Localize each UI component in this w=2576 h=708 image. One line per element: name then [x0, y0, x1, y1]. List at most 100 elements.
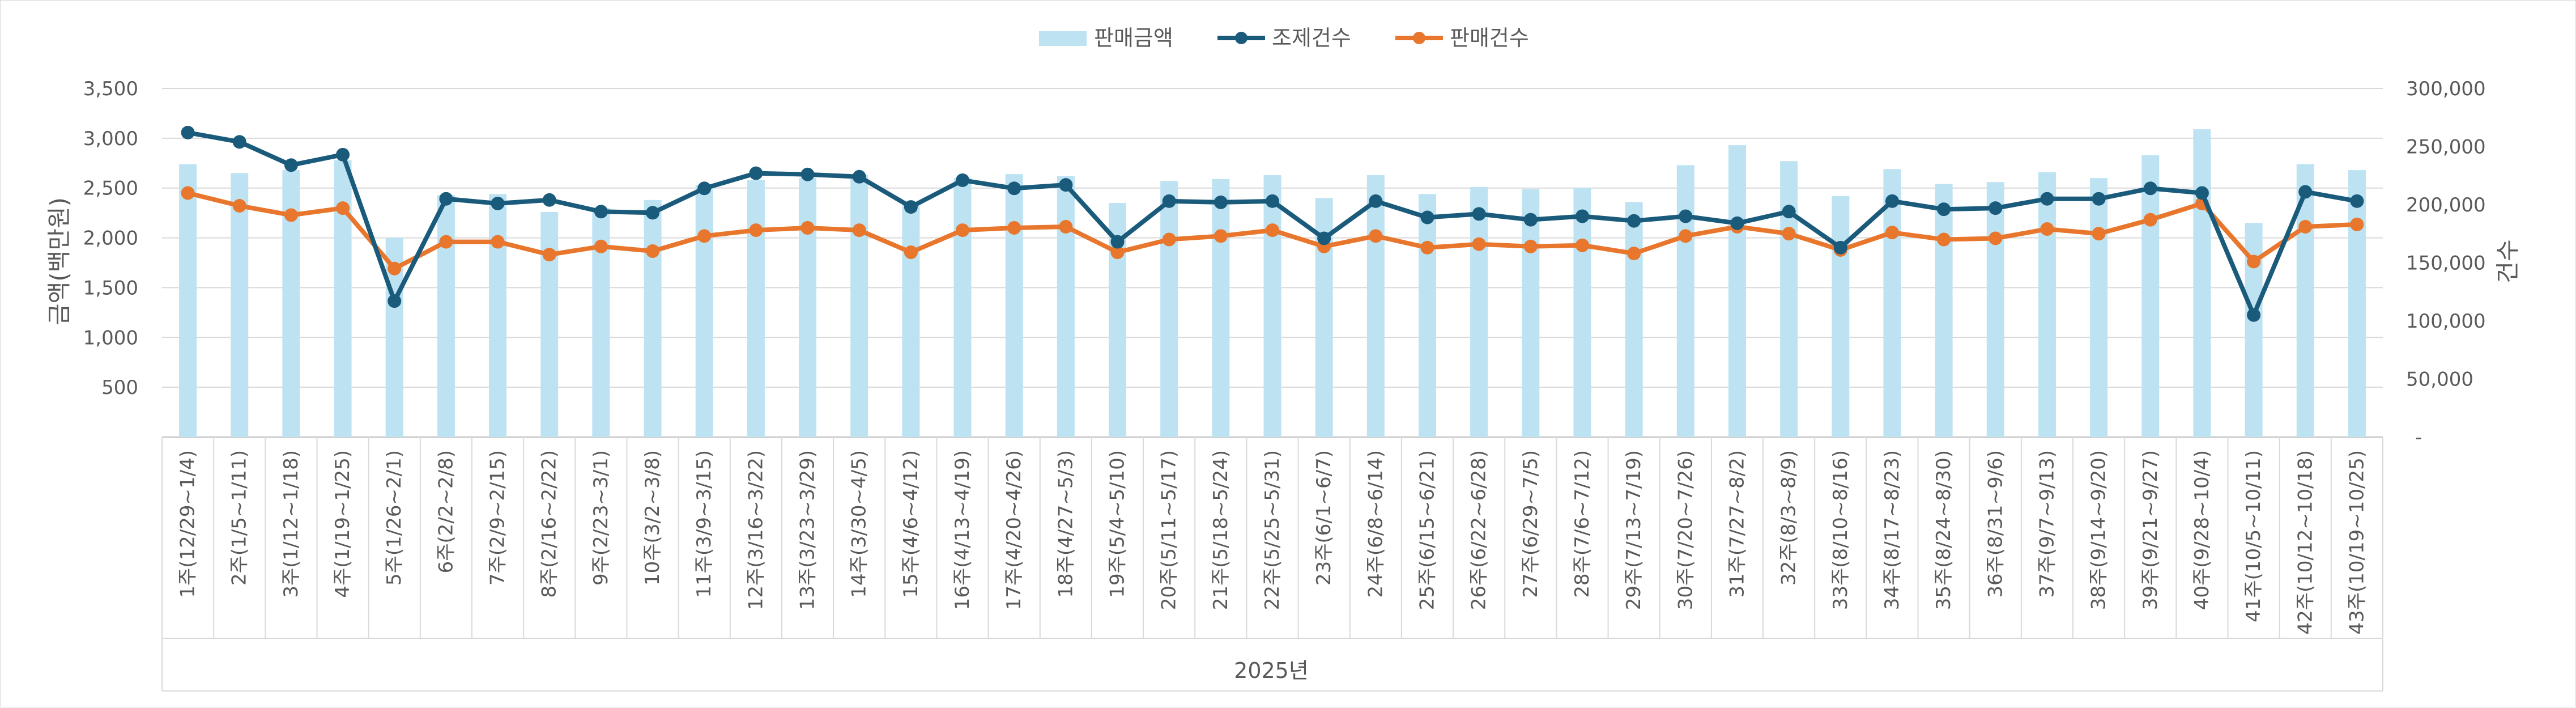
bar-sales-amount [1366, 175, 1385, 437]
x-tick-label: 40주(9/28~10/4) [2191, 450, 2213, 610]
bar-sales-amount [437, 195, 455, 437]
point-dispense-count [956, 173, 970, 187]
bar-sales-amount [1057, 176, 1075, 437]
point-dispense-count [1937, 202, 1951, 217]
y-axis-right-title: 건수 [2494, 239, 2522, 283]
x-tick-label: 23주(6/1~6/7) [1313, 450, 1335, 586]
y-left-tick-label: 3,000 [83, 128, 138, 150]
point-sales-count [1059, 219, 1073, 234]
x-tick-label: 20주(5/11~5/17) [1158, 450, 1181, 610]
bar-sales-amount [695, 185, 713, 437]
point-sales-count [2040, 222, 2054, 236]
point-dispense-count [801, 167, 815, 181]
bar-sales-amount [231, 173, 249, 437]
x-tick-label: 39주(9/21~9/27) [2139, 450, 2162, 610]
point-dispense-count [181, 125, 195, 139]
bar-sales-amount [1832, 196, 1850, 437]
bar-sales-amount [179, 164, 197, 437]
x-axis: 1주(12/29~1/4) 2주(1/5~1/11) 3주(1/12~1/18) 4주… [161, 437, 2383, 692]
x-tick-label: 17주(4/20~4/26) [1003, 450, 1025, 610]
x-tick-label: 10주(3/2~3/8) [641, 450, 664, 586]
point-sales-count [542, 248, 556, 262]
y-right-tick-label: 250,000 [2406, 136, 2486, 159]
point-sales-count [439, 235, 453, 249]
point-sales-count [1472, 237, 1486, 251]
bar-sales-amount [2348, 170, 2366, 437]
bar-sales-amount [747, 180, 765, 437]
point-dispense-count [1472, 207, 1486, 221]
x-tick-label: 2주(1/5~1/11) [228, 450, 251, 586]
x-tick-label: 31주(7/27~8/2) [1726, 450, 1748, 598]
x-tick-label: 41주(10/5~10/11) [2242, 450, 2265, 622]
x-tick-label: 15주(4/6~4/12) [900, 450, 922, 598]
point-dispense-count [1730, 216, 1744, 230]
x-tick-label: 6주(2/2~2/8) [435, 450, 457, 573]
x-tick-label: 11주(3/9~3/15) [693, 450, 716, 598]
point-sales-count [1989, 231, 2003, 245]
x-tick-label: 25주(6/15~6/21) [1416, 450, 1438, 610]
point-sales-count [388, 261, 402, 275]
point-dispense-count [1523, 213, 1538, 227]
x-tick-label: 27주(6/29~7/5) [1519, 450, 1542, 598]
y-right-tick-label: 100,000 [2406, 310, 2486, 333]
point-dispense-count [2298, 185, 2313, 199]
bar-sales-amount [799, 178, 817, 437]
point-sales-count [1162, 232, 1176, 247]
point-dispense-count [1369, 194, 1383, 208]
bar-sales-amount [1573, 188, 1591, 437]
x-tick-label: 43주(10/19~10/25) [2345, 450, 2368, 635]
y-left-tick-label: 1,500 [83, 277, 138, 299]
point-sales-count [1627, 247, 1641, 261]
y-right-tick-label: 200,000 [2406, 194, 2486, 217]
point-dispense-count [1885, 194, 1899, 208]
point-dispense-count [388, 294, 402, 308]
point-sales-count [801, 221, 815, 235]
point-sales-count [1575, 238, 1589, 252]
bar-sales-amount [902, 205, 920, 437]
point-sales-count [491, 235, 505, 249]
x-tick-label: 12주(3/16~3/22) [744, 450, 767, 610]
bar-sales-amount [1212, 179, 1230, 437]
point-dispense-count [439, 192, 453, 206]
y-left-tick-label: 1,000 [83, 327, 138, 349]
x-tick-label: 24주(6/8~6/14) [1364, 450, 1387, 598]
point-sales-count [1523, 239, 1538, 253]
point-sales-count [2092, 227, 2106, 241]
legend: 판매금액 조제건수 판매건수 [1039, 26, 1529, 50]
x-tick-label: 26주(6/22~6/28) [1468, 450, 1491, 610]
x-tick-label: 33주(8/10~8/16) [1829, 450, 1852, 610]
point-dispense-count [1989, 201, 2003, 215]
point-dispense-count [2040, 192, 2054, 206]
bar-sales-amount [850, 175, 868, 437]
bar-sales-amount [1522, 189, 1540, 437]
point-sales-count [1937, 232, 1951, 247]
y-left-tick-label: 2,500 [83, 177, 138, 200]
x-tick-label: 37주(9/7~9/13) [2036, 450, 2058, 598]
bar-sales-amount [1160, 181, 1178, 437]
y-right-tick-label: 50,000 [2406, 368, 2473, 391]
point-sales-count [1369, 229, 1383, 243]
point-sales-count [1420, 240, 1434, 255]
bar-sales-amount [1676, 165, 1694, 437]
point-sales-count [1782, 227, 1796, 241]
bar-sales-amount [1883, 169, 1901, 437]
point-dispense-count [1317, 231, 1331, 245]
bar-sales-amount [1418, 194, 1436, 437]
point-sales-count [2298, 219, 2313, 234]
x-tick-label: 14주(3/30~4/5) [848, 450, 871, 598]
x-tick-label: 34주(8/17~8/23) [1881, 450, 1904, 610]
y-axis-left-title: 금액(백만원) [45, 197, 73, 325]
bar-sales-amount [644, 200, 662, 437]
legend-bar-swatch [1039, 31, 1087, 46]
point-sales-count [1110, 245, 1125, 260]
x-tick-label: 7주(2/9~2/15) [487, 450, 509, 586]
point-dispense-count [852, 169, 866, 184]
point-dispense-count [1214, 195, 1228, 209]
point-sales-count [2247, 255, 2261, 269]
x-tick-label: 19주(5/4~5/10) [1106, 450, 1129, 598]
bar-sales-amount [1728, 145, 1746, 437]
x-tick-label: 36주(8/31~9/6) [1984, 450, 2007, 598]
point-dispense-count [749, 166, 763, 180]
y-right-tick-label: 300,000 [2406, 78, 2486, 100]
